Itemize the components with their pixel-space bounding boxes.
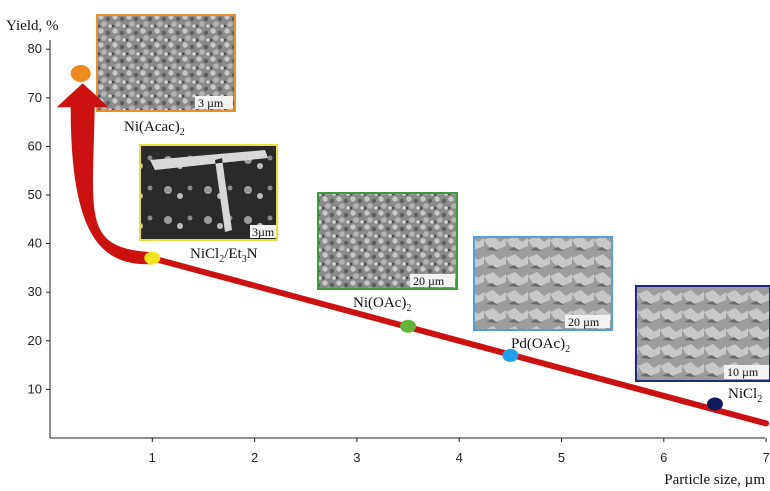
scale-bar-label: 10 µm (727, 365, 759, 379)
x-tick-label: 3 (353, 450, 360, 465)
sem-image-ni-acac: 3 µm (96, 14, 236, 112)
label-pd-oac2: Pd(OAc)2 (511, 336, 570, 355)
y-tick-label: 80 (28, 41, 42, 56)
y-ticks: 10 20 30 40 50 60 70 80 (28, 41, 50, 396)
y-tick-label: 60 (28, 138, 42, 153)
chart-marks (56, 65, 770, 427)
scale-bar-label: 20 µm (413, 274, 445, 288)
x-ticks: 1 2 3 4 5 6 7 (149, 438, 770, 465)
y-tick-label: 30 (28, 284, 42, 299)
y-axis-title: Yield, % (6, 18, 59, 34)
data-point (400, 319, 417, 333)
scale-bar-label: 3 µm (198, 96, 224, 110)
x-tick-label: 4 (456, 450, 463, 465)
data-point (706, 397, 723, 411)
data-point (144, 251, 161, 265)
y-tick-label: 40 (28, 236, 42, 251)
sem-image-nicl2: 10 µm (635, 285, 770, 382)
x-tick-label: 5 (558, 450, 565, 465)
data-point (70, 65, 91, 82)
data-point (502, 348, 519, 362)
sem-image-nicl2-et3n: 3µm (139, 144, 278, 241)
y-tick-label: 20 (28, 333, 42, 348)
label-nicl2: NiCl2 (728, 386, 762, 405)
x-axis-title: Particle size, µm (664, 472, 765, 488)
x-tick-label: 6 (660, 450, 667, 465)
label-nicl2-et3n: NiCl2/Et3N (190, 246, 258, 265)
y-tick-label: 50 (28, 187, 42, 202)
label-ni-oac2: Ni(OAc)2 (353, 295, 411, 314)
x-tick-label: 1 (149, 450, 156, 465)
y-tick-label: 10 (28, 381, 42, 396)
axes (49, 40, 765, 439)
scale-bar-label: 3µm (252, 225, 275, 239)
sem-image-pd-oac2: 20 µm (473, 236, 613, 331)
y-tick-label: 70 (28, 90, 42, 105)
trend-line (149, 255, 770, 427)
scale-bar-label: 20 µm (568, 315, 600, 329)
x-tick-label: 7 (762, 450, 769, 465)
label-ni-acac: Ni(Acac)2 (124, 119, 185, 138)
x-tick-label: 2 (251, 450, 258, 465)
curved-arrow (56, 83, 153, 265)
sem-image-ni-oac2: 20 µm (317, 192, 458, 290)
